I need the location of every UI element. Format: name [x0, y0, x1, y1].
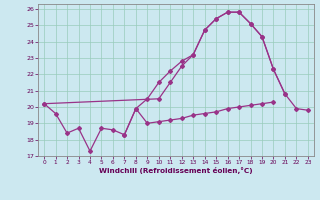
X-axis label: Windchill (Refroidissement éolien,°C): Windchill (Refroidissement éolien,°C) [99, 167, 253, 174]
